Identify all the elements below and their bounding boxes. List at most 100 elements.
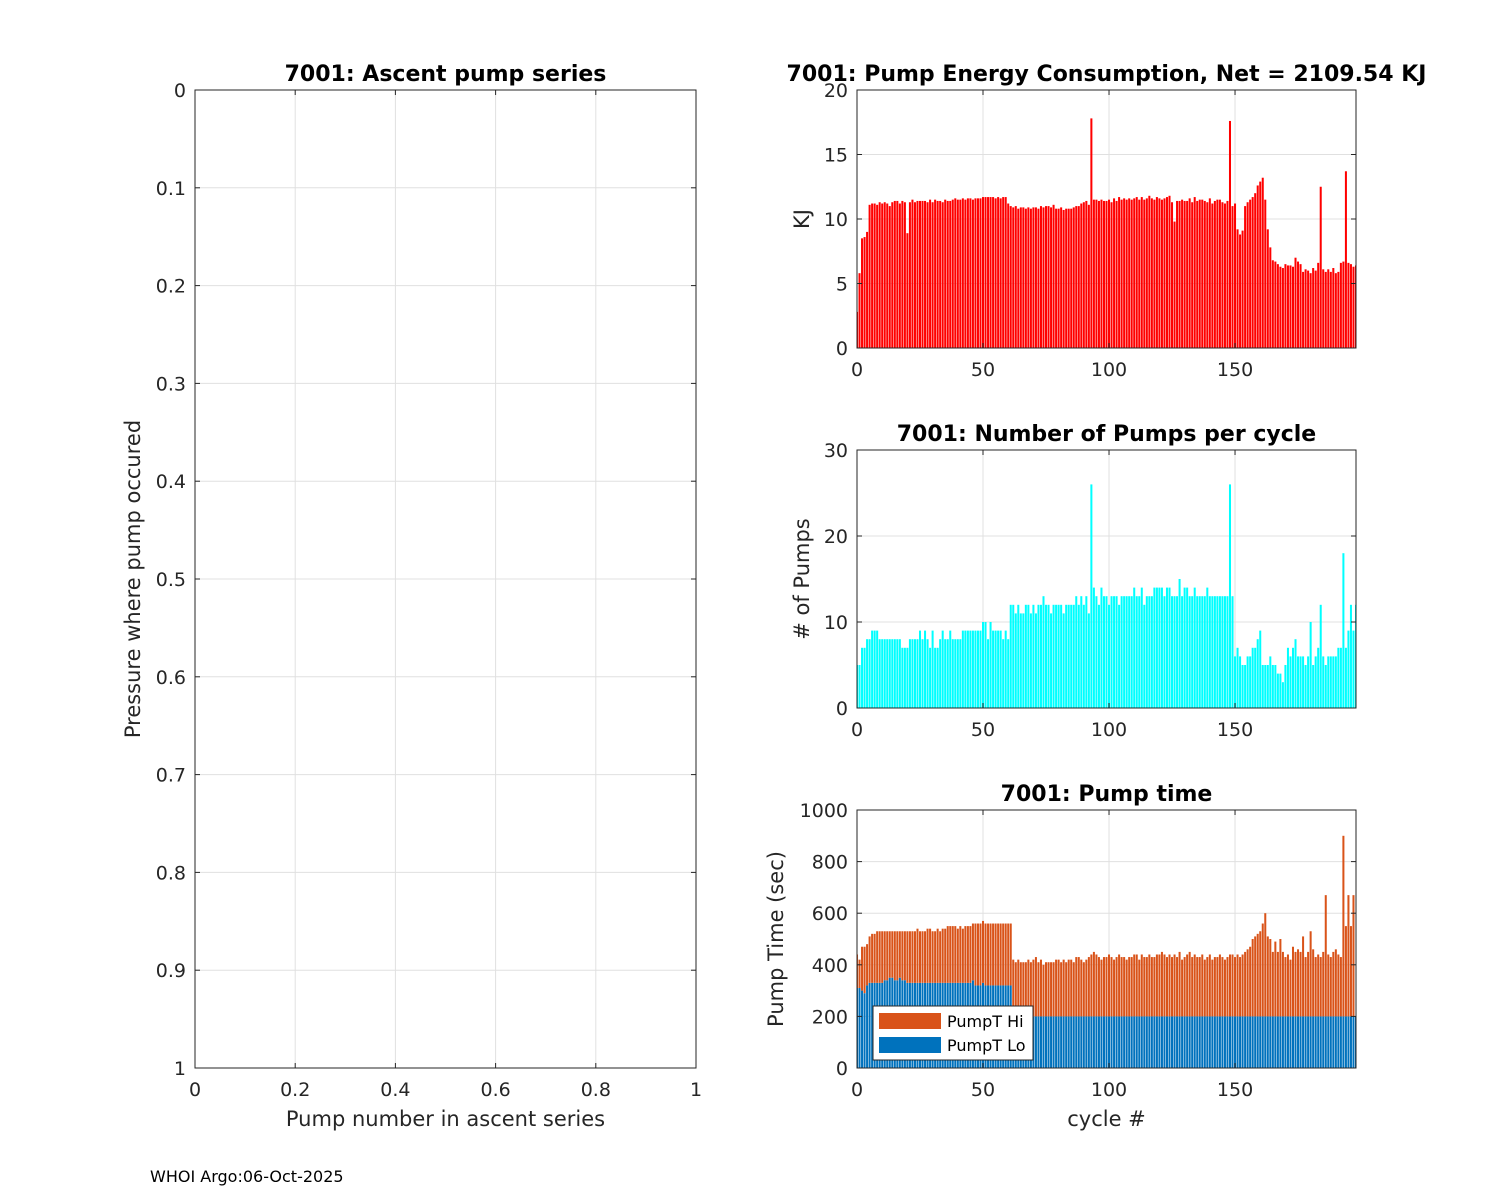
pumptime-bar-pumpt-lo (866, 985, 869, 1068)
energy-bar (1302, 271, 1305, 348)
pumptime-bar-pumpt-lo (1052, 1016, 1055, 1068)
pumps-bar (1087, 613, 1090, 708)
pumptime-bar-pumpt-hi (1324, 895, 1327, 1017)
energy-bar (908, 202, 911, 348)
pumps-bar (992, 630, 995, 708)
pumps-bar (1145, 596, 1148, 708)
pumptime-bar-pumpt-lo (1261, 1016, 1264, 1068)
pumptime-bar-pumpt-hi (1138, 959, 1141, 1017)
energy-bar (1198, 199, 1201, 348)
pumptime-bar-pumpt-hi (908, 931, 911, 983)
energy-bar (1143, 199, 1146, 348)
pumps-bar (1102, 596, 1105, 708)
pumps-bar (906, 647, 909, 708)
energy-bar (918, 200, 922, 348)
pumptime-bar-pumpt-lo (1236, 1016, 1239, 1068)
energy-bar (891, 202, 894, 348)
pumptime-bar-pumpt-lo (1183, 1016, 1186, 1068)
pumps-bar (954, 639, 957, 708)
pumps-bar (971, 630, 974, 708)
legend-label-pumpt-lo: PumpT Lo (947, 1036, 1026, 1055)
pumps-bar (1324, 665, 1327, 708)
pumptime-bar-pumpt-lo (1097, 1016, 1100, 1068)
pumps-bar (1327, 656, 1330, 708)
pumps-bar (1213, 596, 1216, 708)
pumps-bar (858, 665, 861, 708)
pumptime-bar-pumpt-hi (1312, 949, 1315, 1017)
pumptime-bar-pumpt-hi (1062, 959, 1065, 1017)
pumptime-bar-pumpt-lo (1100, 1016, 1103, 1068)
pumptime-bar-pumpt-hi (1012, 959, 1015, 1017)
energy-bar (1193, 197, 1196, 348)
pumptime-bar-pumpt-lo (1216, 1016, 1219, 1068)
pumptime-bar-pumpt-hi (1216, 957, 1219, 1017)
energy-bar (1108, 199, 1111, 348)
pumps-bar (1095, 596, 1098, 708)
energy-bar (1334, 273, 1337, 348)
pumps-bar (989, 622, 992, 708)
energy-bar (1264, 199, 1267, 348)
pumptime-bar-pumpt-lo (1178, 1016, 1181, 1068)
pumptime-bar-pumpt-lo (1332, 1016, 1335, 1068)
pumptime-bar-pumpt-lo (1168, 1016, 1171, 1068)
energy-bar (941, 202, 944, 348)
pumps-bar (868, 639, 871, 708)
pumptime-bar-pumpt-hi (1249, 946, 1252, 1017)
pumps-bar (1281, 682, 1284, 708)
pumptime-bar-pumpt-hi (946, 926, 949, 983)
pumptime-bar-pumpt-lo (1123, 1016, 1126, 1068)
energy-bar (1087, 204, 1090, 348)
pumps-bar (1012, 604, 1015, 708)
energy-bar (876, 204, 879, 348)
energy-bar (1228, 120, 1231, 349)
pumps-bar (1128, 596, 1131, 708)
pumptime-bar-pumpt-lo (1249, 1016, 1252, 1068)
pumps-bar (1231, 596, 1234, 708)
pumptime-bar-pumpt-hi (1019, 962, 1022, 1017)
pumptime-x-tick-label: 50 (971, 1079, 995, 1101)
energy-bar (1113, 198, 1116, 348)
energy-bar (1100, 199, 1103, 348)
pumptime-bar-pumpt-lo (1158, 1016, 1161, 1068)
pumps-bar (888, 639, 891, 708)
energy-bar (1032, 207, 1035, 348)
pumptime-bar-pumpt-lo (1211, 1016, 1214, 1068)
pumps-bar (1337, 647, 1340, 708)
pumptime-bar-pumpt-hi (1150, 957, 1153, 1017)
pumptime-bar-pumpt-lo (1208, 1016, 1211, 1068)
pumptime-bar-pumpt-hi (1193, 954, 1196, 1017)
pumps-bar (979, 630, 982, 708)
energy-bar (1244, 206, 1247, 348)
pumps-x-tick-label: 50 (971, 719, 995, 741)
pumptime-bar-pumpt-hi (1218, 954, 1221, 1017)
pumptime-chart: 0 50 100 150 0 200 400 600 800 1000 7001: Pump tim… (764, 782, 1357, 1131)
pumptime-bar-pumpt-lo (1344, 1016, 1347, 1068)
pumptime-title: 7001: Pump time (1001, 782, 1213, 807)
energy-bar (886, 203, 889, 348)
pumptime-bar-pumpt-hi (1120, 957, 1123, 1017)
pumps-y-tick-label: 20 (824, 526, 848, 548)
pumps-bar (946, 639, 949, 708)
energy-bar (1271, 260, 1274, 348)
energy-bar (1276, 264, 1279, 348)
energy-bar (1163, 198, 1166, 348)
energy-bar (1173, 221, 1176, 348)
pumps-bar (1092, 587, 1095, 708)
energy-bar (1279, 266, 1282, 348)
pumps-x-tick-label: 0 (851, 719, 863, 741)
energy-bar (1168, 195, 1171, 348)
pumptime-bar-pumpt-lo (1314, 1016, 1317, 1068)
energy-bar (1148, 195, 1151, 348)
pumptime-bar-pumpt-hi (1188, 951, 1191, 1017)
pumptime-bar-pumpt-hi (1314, 957, 1317, 1017)
energy-bar (951, 199, 954, 348)
pumptime-bar-pumpt-hi (1261, 923, 1264, 1017)
pumps-bar (1037, 604, 1040, 708)
pumptime-bar-pumpt-lo (1067, 1016, 1070, 1068)
pumptime-bar-pumpt-lo (1155, 1016, 1158, 1068)
energy-bar (999, 198, 1002, 348)
energy-bar (1274, 261, 1277, 348)
pumps-bar (1082, 604, 1085, 708)
pumptime-bar-pumpt-hi (1191, 957, 1194, 1017)
energy-bar (1254, 193, 1257, 348)
